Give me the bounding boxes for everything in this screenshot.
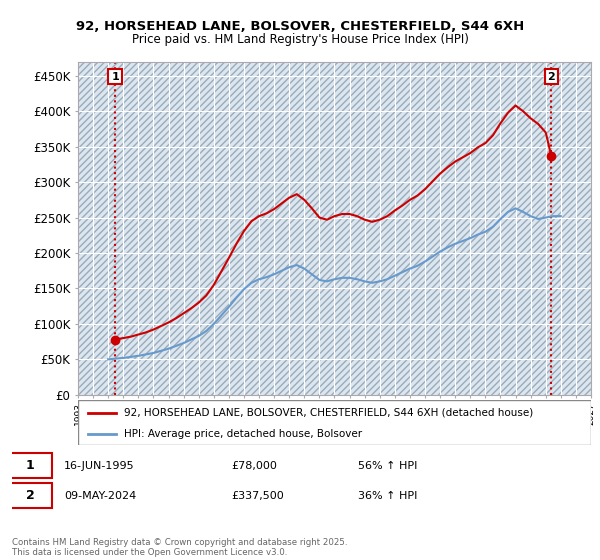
Text: 16-JUN-1995: 16-JUN-1995: [64, 460, 134, 470]
Text: 1: 1: [111, 72, 119, 82]
FancyBboxPatch shape: [78, 400, 591, 445]
Text: Contains HM Land Registry data © Crown copyright and database right 2025.
This d: Contains HM Land Registry data © Crown c…: [12, 538, 347, 557]
Text: 36% ↑ HPI: 36% ↑ HPI: [358, 491, 417, 501]
Text: £78,000: £78,000: [231, 460, 277, 470]
Text: 56% ↑ HPI: 56% ↑ HPI: [358, 460, 417, 470]
Text: Price paid vs. HM Land Registry's House Price Index (HPI): Price paid vs. HM Land Registry's House …: [131, 32, 469, 46]
FancyBboxPatch shape: [9, 453, 52, 478]
Text: 92, HORSEHEAD LANE, BOLSOVER, CHESTERFIELD, S44 6XH (detached house): 92, HORSEHEAD LANE, BOLSOVER, CHESTERFIE…: [124, 408, 533, 418]
Text: 09-MAY-2024: 09-MAY-2024: [64, 491, 136, 501]
Text: 2: 2: [26, 489, 35, 502]
FancyBboxPatch shape: [9, 483, 52, 508]
Text: 1: 1: [26, 459, 35, 472]
Text: £337,500: £337,500: [231, 491, 284, 501]
Text: 92, HORSEHEAD LANE, BOLSOVER, CHESTERFIELD, S44 6XH: 92, HORSEHEAD LANE, BOLSOVER, CHESTERFIE…: [76, 20, 524, 34]
Text: HPI: Average price, detached house, Bolsover: HPI: Average price, detached house, Bols…: [124, 429, 362, 439]
Text: 2: 2: [547, 72, 555, 82]
